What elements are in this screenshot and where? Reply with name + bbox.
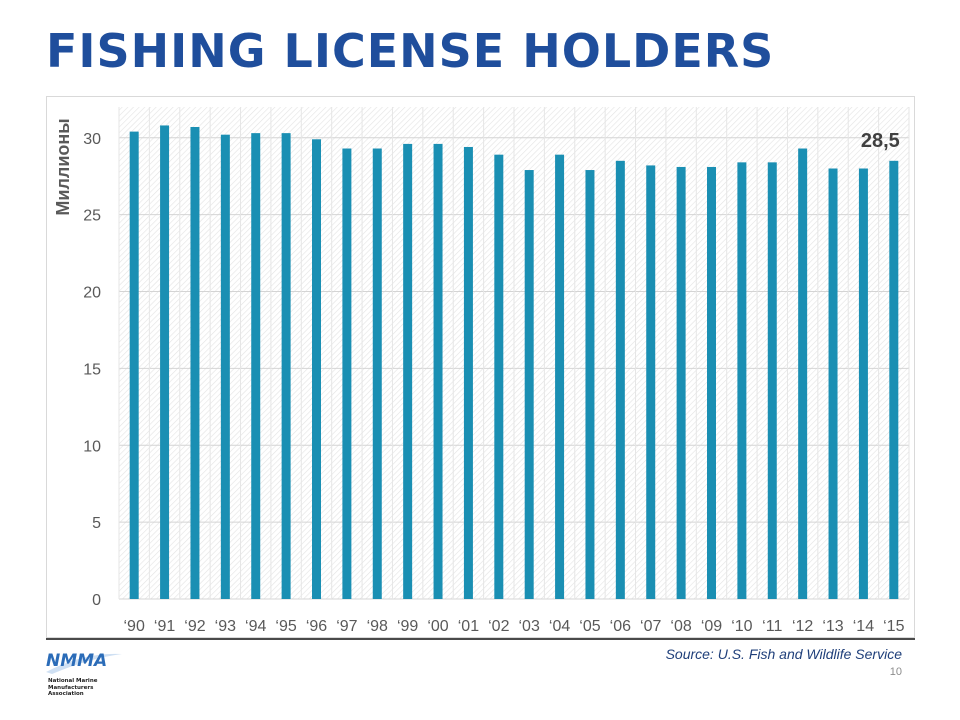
bar-19 <box>707 166 716 599</box>
logo-wordmark: NMMA <box>46 651 108 671</box>
x-tick-label: ‘15 <box>883 618 904 635</box>
x-tick-label: ‘92 <box>184 618 205 635</box>
x-tick-label: ‘96 <box>306 618 327 635</box>
x-tick-label: ‘90 <box>124 618 145 635</box>
logo-subtext: National Marine Manufacturers Associatio… <box>48 678 98 697</box>
page-number: 10 <box>889 666 902 678</box>
x-tick-label: ‘01 <box>458 618 479 635</box>
x-tick-label: ‘95 <box>275 618 296 635</box>
bar-25 <box>889 160 899 599</box>
bottom-rule <box>46 638 915 640</box>
y-tick-label: 10 <box>83 438 101 455</box>
bar-chart: 0 5 10 15 20 25 30 ‘90 ‘91 ‘92 ‘93 ‘94 ‘95 ‘96 ‘97 ‘98 ‘… <box>53 107 910 635</box>
bar-5 <box>281 133 291 599</box>
bar-24 <box>858 168 868 599</box>
y-tick-label: 5 <box>92 515 101 532</box>
x-tick-label: ‘98 <box>367 618 388 635</box>
x-tick-label: ‘10 <box>731 618 752 635</box>
bar-4 <box>251 133 261 599</box>
x-tick-label: ‘07 <box>640 618 661 635</box>
data-label-annotation: 28,5 <box>861 130 900 152</box>
bar-7 <box>342 148 352 599</box>
bar-22 <box>798 148 808 599</box>
x-tick-label: ‘94 <box>245 618 266 635</box>
x-tick-label: ‘02 <box>488 618 509 635</box>
x-tick-label: ‘93 <box>215 618 236 635</box>
bar-21 <box>767 162 777 599</box>
bar-9 <box>403 143 413 599</box>
bar-8 <box>372 148 382 599</box>
x-tick-label: ‘97 <box>336 618 357 635</box>
bar-14 <box>555 154 565 599</box>
bar-2 <box>190 126 200 600</box>
x-tick-label: ‘09 <box>701 618 722 635</box>
x-tick-label: ‘91 <box>154 618 175 635</box>
bar-3 <box>220 134 230 600</box>
x-tick-label: ‘13 <box>822 618 843 635</box>
bar-6 <box>312 139 321 599</box>
bar-13 <box>524 170 534 599</box>
y-tick-label: 30 <box>83 131 101 148</box>
bar-10 <box>433 143 443 599</box>
x-tick-label: ‘08 <box>670 618 691 635</box>
x-tick-label: ‘00 <box>427 618 448 635</box>
y-tick-label: 15 <box>83 361 101 378</box>
bar-1 <box>160 125 170 599</box>
y-axis-title: Миллионы <box>53 118 73 215</box>
bar-18 <box>676 166 686 599</box>
x-tick-label: ‘12 <box>792 618 813 635</box>
x-tick-label: ‘06 <box>610 618 631 635</box>
x-tick-label: ‘11 <box>762 618 782 635</box>
bar-20 <box>737 162 747 599</box>
x-tick-label: ‘03 <box>519 618 540 635</box>
bar-15 <box>585 170 595 599</box>
bar-17 <box>646 165 656 600</box>
y-tick-label: 0 <box>92 592 101 609</box>
x-tick-label: ‘14 <box>853 618 874 635</box>
source-note: Source: U.S. Fish and Wildlife Service <box>665 646 902 662</box>
y-tick-label: 25 <box>83 208 101 225</box>
x-tick-label: ‘99 <box>397 618 418 635</box>
bar-12 <box>494 154 504 599</box>
y-tick-label: 20 <box>83 285 101 302</box>
bar-23 <box>828 168 838 599</box>
x-tick-label: ‘05 <box>579 618 600 635</box>
slide-title: FISHING LICENSE HOLDERS <box>46 24 775 78</box>
bar-11 <box>463 146 473 599</box>
logo-swoosh-icon <box>46 653 122 674</box>
x-tick-label: ‘04 <box>549 618 570 635</box>
chart-frame: 0 5 10 15 20 25 30 ‘90 ‘91 ‘92 ‘93 ‘94 ‘95 ‘96 ‘97 ‘98 ‘… <box>46 96 915 638</box>
bar-0 <box>129 131 139 599</box>
nmma-logo: NMMA National Marine Manufacturers Assoc… <box>44 648 128 697</box>
bar-16 <box>615 160 625 599</box>
